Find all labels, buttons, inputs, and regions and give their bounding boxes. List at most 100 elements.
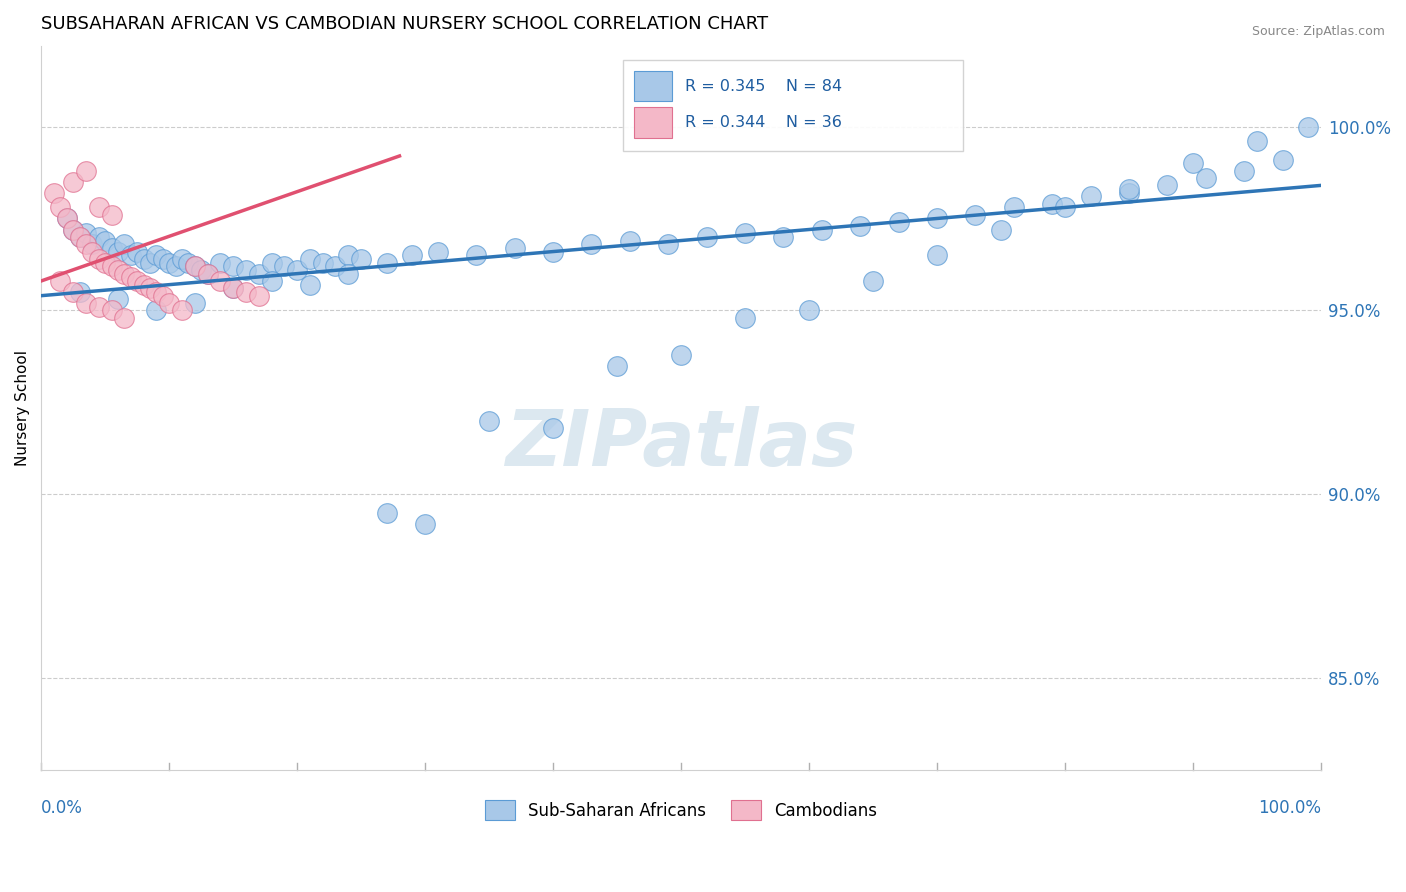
Text: R = 0.345    N = 84: R = 0.345 N = 84 — [685, 78, 842, 94]
Point — [82, 237, 104, 252]
Point — [1195, 171, 1218, 186]
Legend: Sub-Saharan Africans, Cambodians: Sub-Saharan Africans, Cambodians — [478, 793, 884, 827]
Point — [87, 252, 110, 266]
FancyBboxPatch shape — [634, 107, 672, 137]
Point — [465, 248, 488, 262]
Point — [273, 260, 295, 274]
Point — [75, 296, 97, 310]
Point — [375, 255, 398, 269]
Point — [657, 237, 679, 252]
Point — [62, 222, 84, 236]
Point — [1271, 153, 1294, 167]
Point — [222, 281, 245, 295]
Point — [1040, 196, 1063, 211]
Point — [94, 234, 117, 248]
Point — [734, 226, 756, 240]
Point — [75, 163, 97, 178]
Text: 0.0%: 0.0% — [41, 799, 83, 817]
Text: ZIPatlas: ZIPatlas — [505, 406, 858, 482]
Point — [811, 222, 834, 236]
Point — [222, 260, 245, 274]
Point — [127, 244, 149, 259]
Point — [107, 263, 129, 277]
Point — [285, 263, 308, 277]
Point — [1118, 182, 1140, 196]
Point — [177, 255, 200, 269]
Point — [69, 230, 91, 244]
Point — [887, 215, 910, 229]
Point — [197, 267, 219, 281]
Point — [235, 263, 257, 277]
Point — [235, 285, 257, 299]
Point — [139, 255, 162, 269]
Point — [69, 230, 91, 244]
Point — [145, 248, 167, 262]
Point — [49, 274, 72, 288]
Point — [375, 506, 398, 520]
Point — [75, 226, 97, 240]
Point — [298, 252, 321, 266]
Point — [170, 252, 193, 266]
Point — [325, 260, 347, 274]
Point — [190, 263, 212, 277]
Point — [1246, 134, 1268, 148]
Point — [247, 267, 270, 281]
Point — [49, 201, 72, 215]
Point — [413, 516, 436, 531]
Point — [62, 285, 84, 299]
Text: Source: ZipAtlas.com: Source: ZipAtlas.com — [1251, 25, 1385, 38]
Point — [132, 252, 155, 266]
Point — [209, 255, 232, 269]
Point — [120, 270, 142, 285]
Point — [157, 255, 180, 269]
Point — [107, 244, 129, 259]
Text: 100.0%: 100.0% — [1258, 799, 1322, 817]
Point — [619, 234, 641, 248]
Point — [183, 296, 205, 310]
Point — [152, 288, 174, 302]
Point — [75, 237, 97, 252]
Point — [298, 277, 321, 292]
Point — [541, 244, 564, 259]
Point — [139, 281, 162, 295]
Point — [209, 274, 232, 288]
Point — [100, 208, 122, 222]
Point — [734, 310, 756, 325]
Point — [55, 211, 77, 226]
Point — [87, 201, 110, 215]
Point — [541, 421, 564, 435]
Point — [62, 175, 84, 189]
Point — [797, 303, 820, 318]
Point — [478, 414, 501, 428]
Text: R = 0.344    N = 36: R = 0.344 N = 36 — [685, 115, 842, 130]
Point — [1233, 163, 1256, 178]
Point — [62, 222, 84, 236]
Point — [1002, 201, 1025, 215]
Point — [112, 267, 135, 281]
Point — [183, 260, 205, 274]
Text: SUBSAHARAN AFRICAN VS CAMBODIAN NURSERY SCHOOL CORRELATION CHART: SUBSAHARAN AFRICAN VS CAMBODIAN NURSERY … — [41, 15, 768, 33]
Point — [183, 260, 205, 274]
Point — [87, 300, 110, 314]
Point — [772, 230, 794, 244]
Point — [1296, 120, 1319, 134]
Point — [82, 244, 104, 259]
Point — [112, 310, 135, 325]
Y-axis label: Nursery School: Nursery School — [15, 350, 30, 466]
Point — [990, 222, 1012, 236]
Point — [260, 274, 283, 288]
Point — [337, 248, 360, 262]
Point — [849, 219, 872, 233]
Point — [1182, 156, 1205, 170]
Point — [606, 359, 628, 373]
Point — [862, 274, 884, 288]
Point — [426, 244, 449, 259]
Point — [260, 255, 283, 269]
Point — [42, 186, 65, 200]
Point — [925, 211, 948, 226]
Point — [170, 303, 193, 318]
Point — [696, 230, 718, 244]
Point — [669, 347, 692, 361]
Point — [100, 303, 122, 318]
Point — [87, 230, 110, 244]
